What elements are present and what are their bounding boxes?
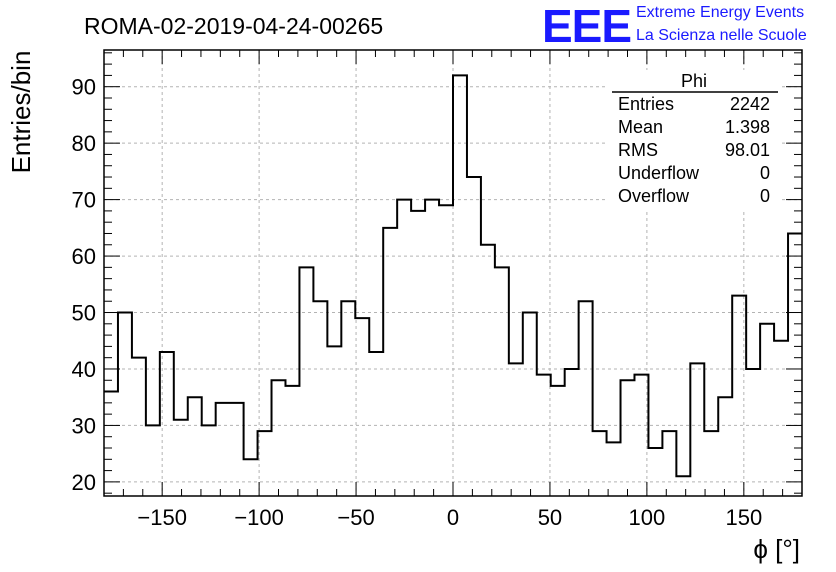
- stats-row-label: RMS: [618, 140, 658, 160]
- histogram-bin: [495, 264, 509, 270]
- x-tick-label: −50: [337, 505, 374, 530]
- axes-layer: [103, 49, 803, 497]
- x-tick-label: −100: [234, 505, 284, 530]
- y-tick-label: 60: [72, 244, 96, 269]
- histogram-bin: [341, 298, 355, 304]
- y-tick-label: 50: [72, 301, 96, 326]
- stats-row-value: 1.398: [725, 117, 770, 137]
- y-tick-label: 20: [72, 470, 96, 495]
- x-axis-title: ϕ [°]: [753, 534, 800, 564]
- histogram-line: [104, 74, 802, 478]
- histogram-bin: [285, 383, 299, 389]
- histogram-bin: [621, 377, 635, 383]
- stats-rows: Entries 2242 Mean 1.398 RMS 98.01 Underflow 0 Ov…: [618, 94, 770, 206]
- x-tick-label: 0: [447, 505, 459, 530]
- histogram-bin: [718, 394, 732, 400]
- histogram-bin: [565, 366, 579, 372]
- stats-row-label: Overflow: [618, 186, 690, 206]
- histogram-bin: [579, 298, 593, 304]
- stats-row-value: 98.01: [725, 140, 770, 160]
- logo-line-2: La Scienza nelle Scuole: [636, 27, 807, 44]
- stats-row-label: Underflow: [618, 163, 700, 183]
- y-tick-label: 80: [72, 131, 96, 156]
- stats-row-value: 0: [760, 163, 770, 183]
- stats-row-value: 0: [760, 186, 770, 206]
- histogram-bin: [411, 208, 425, 214]
- histogram-bin: [453, 72, 467, 78]
- x-tick-label: 100: [629, 505, 666, 530]
- histogram-bin: [327, 343, 341, 349]
- histogram-bin: [481, 242, 495, 248]
- histogram-bin: [174, 417, 188, 423]
- histogram-bin: [523, 310, 537, 316]
- stats-row-label: Mean: [618, 117, 663, 137]
- stats-box: Phi Entries 2242 Mean 1.398 RMS 98.01 Underflo…: [608, 70, 780, 210]
- eee-logo: EEE Extreme Energy Events La Scienza nel…: [542, 0, 807, 52]
- histogram-bin: [425, 197, 439, 203]
- histogram-bin: [369, 349, 383, 355]
- histogram-bin: [272, 377, 286, 383]
- stats-box-background: [608, 70, 780, 210]
- x-tick-label: −150: [137, 505, 187, 530]
- histogram-bin: [551, 383, 565, 389]
- histogram-bin: [132, 355, 146, 361]
- x-tick-label: 150: [725, 505, 762, 530]
- histogram-bin: [662, 428, 676, 434]
- histogram-bin: [313, 298, 327, 304]
- histogram-bin: [537, 372, 551, 378]
- histogram-bin: [746, 366, 760, 372]
- histogram-bin: [216, 400, 230, 406]
- histogram-bin: [244, 456, 258, 462]
- histogram-bin: [607, 439, 621, 445]
- histogram-bin: [509, 360, 523, 366]
- y-tick-label: 70: [72, 188, 96, 213]
- y-tick-label: 40: [72, 357, 96, 382]
- histogram-bin: [634, 372, 648, 378]
- histogram-bin: [648, 445, 662, 451]
- histogram-bin: [383, 225, 397, 231]
- histogram-bin: [146, 422, 160, 428]
- histogram-bin: [355, 315, 369, 321]
- tick-label-layer: −150 −100 −50 0 50 100 150 20 30 40 50 60 70 80 90: [72, 75, 763, 530]
- y-tick-label: 90: [72, 75, 96, 100]
- histogram-bin: [690, 360, 704, 366]
- histogram-bin: [676, 473, 690, 479]
- histogram-bin: [593, 428, 607, 434]
- histogram-bin: [118, 310, 132, 316]
- logo-line-1: Extreme Energy Events: [636, 4, 804, 21]
- run-title: ROMA-02-2019-04-24-00265: [84, 13, 383, 39]
- stats-row-label: Entries: [618, 94, 674, 114]
- histogram-bin: [760, 321, 774, 327]
- stats-row-value: 2242: [730, 94, 770, 114]
- histogram-bin: [299, 264, 313, 270]
- histogram-bin: [439, 202, 453, 208]
- histogram-bin: [202, 422, 216, 428]
- histogram-layer: [104, 72, 802, 479]
- x-tick-label: 50: [538, 505, 562, 530]
- histogram-bin: [258, 428, 272, 434]
- histogram-bin: [774, 338, 788, 344]
- y-axis-title: Entries/bin: [6, 51, 36, 174]
- histogram-bin: [160, 349, 174, 355]
- logo-mark: EEE: [542, 0, 631, 52]
- histogram-bin: [397, 197, 411, 203]
- histogram-bin: [704, 428, 718, 434]
- stats-box-name: Phi: [681, 71, 707, 91]
- histogram-bin: [732, 293, 746, 299]
- histogram-bin: [467, 174, 481, 180]
- y-tick-label: 30: [72, 413, 96, 438]
- histogram-bin: [188, 394, 202, 400]
- histogram-bin: [230, 400, 244, 406]
